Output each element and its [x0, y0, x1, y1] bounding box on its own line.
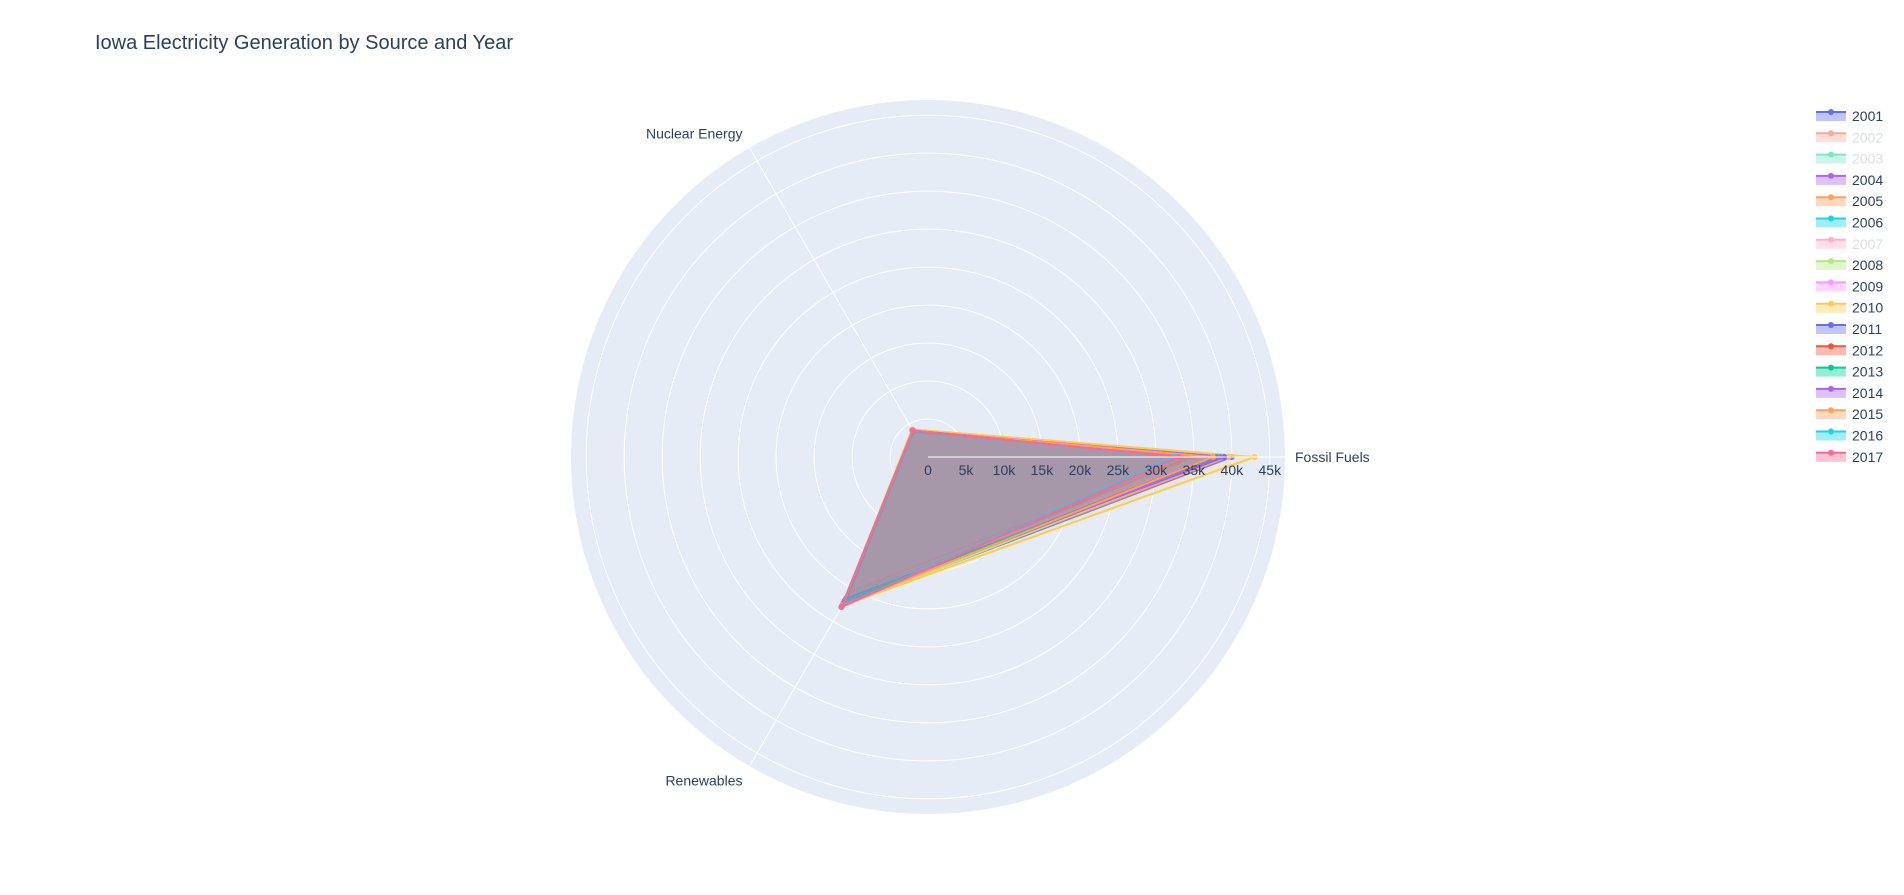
legend-item-2005[interactable]: 2005 [1816, 193, 1883, 209]
legend-item-2003[interactable]: 2003 [1816, 151, 1883, 167]
radial-tick-label-0: 0 [924, 462, 932, 478]
legend-label-2003: 2003 [1852, 151, 1883, 167]
series-2017 [838, 427, 1182, 610]
legend-swatch-2017 [1816, 452, 1846, 462]
spoke-1 [749, 147, 929, 458]
legend-swatch-2002 [1816, 133, 1846, 143]
legend-swatch-2006 [1816, 218, 1846, 228]
radial-tick-label-8: 40k [1221, 462, 1245, 478]
category-axis-labels: Fossil Fuels Nuclear Energy Renewables [646, 126, 1370, 789]
legend-swatch-2009 [1816, 282, 1846, 292]
legend-swatch-2007 [1816, 239, 1846, 249]
legend-item-2010[interactable]: 2010 [1816, 300, 1883, 316]
radial-tick-label-9: 45k [1259, 462, 1283, 478]
series-point-2017-1 [909, 427, 916, 434]
series-traces [838, 426, 1258, 610]
radial-tick-label-5: 25k [1107, 462, 1131, 478]
radial-tick-label-6: 30k [1145, 462, 1169, 478]
legend-swatch-2003 [1816, 154, 1846, 164]
legend-swatch-2008 [1816, 261, 1846, 271]
legend-label-2012: 2012 [1852, 342, 1883, 358]
legend-label-2005: 2005 [1852, 193, 1883, 209]
legend-swatch-2014 [1816, 388, 1846, 398]
legend-item-2013[interactable]: 2013 [1816, 364, 1883, 380]
legend-swatch-2010 [1816, 303, 1846, 313]
legend-marker-2009 [1828, 279, 1834, 286]
legend-label-2013: 2013 [1852, 364, 1883, 380]
legend-swatch-2011 [1816, 325, 1846, 334]
legend-swatch-2016 [1816, 431, 1846, 441]
legend-item-2001[interactable]: 2001 [1816, 108, 1883, 124]
legend-item-2014[interactable]: 2014 [1816, 385, 1883, 401]
spoke-2 [749, 456, 929, 767]
legend-label-2016: 2016 [1852, 428, 1883, 444]
legend-marker-2011 [1828, 322, 1834, 328]
legend-swatch-2012 [1816, 346, 1846, 356]
radial-tick-label-2: 10k [993, 462, 1017, 478]
radial-tick-label-1: 5k [959, 462, 975, 478]
legend-label-2004: 2004 [1852, 172, 1883, 188]
series-point-2017-2 [838, 603, 845, 610]
legend-marker-2006 [1828, 215, 1834, 222]
legend-label-2006: 2006 [1852, 215, 1883, 231]
legend-item-2011[interactable]: 2011 [1816, 321, 1882, 337]
legend-marker-2002 [1828, 130, 1834, 137]
legend-item-2004[interactable]: 2004 [1816, 172, 1883, 188]
legend-label-2002: 2002 [1852, 129, 1883, 145]
category-label-fossil-fuels: Fossil Fuels [1295, 449, 1370, 465]
legend-marker-2004 [1828, 172, 1834, 179]
legend-marker-2010 [1828, 300, 1834, 307]
legend-label-2008: 2008 [1852, 257, 1883, 273]
legend-marker-2012 [1828, 343, 1834, 350]
legend-item-2006[interactable]: 2006 [1816, 215, 1883, 231]
legend-label-2010: 2010 [1852, 300, 1883, 316]
legend-item-2015[interactable]: 2015 [1816, 406, 1883, 422]
legend-label-2014: 2014 [1852, 385, 1883, 401]
category-label-nuclear-energy: Nuclear Energy [646, 126, 743, 142]
legend-label-2009: 2009 [1852, 278, 1883, 294]
legend-swatch-2004 [1816, 175, 1846, 185]
legend-swatch-2015 [1816, 410, 1846, 420]
legend-item-2017[interactable]: 2017 [1816, 449, 1883, 465]
radial-tick-label-4: 20k [1069, 462, 1093, 478]
legend-marker-2017 [1828, 449, 1834, 456]
legend[interactable]: 2001 2002 2003 2004 2005 2006 2007 2008 2009 2010… [1816, 108, 1883, 465]
radial-tick-label-3: 15k [1031, 462, 1055, 478]
legend-item-2002[interactable]: 2002 [1816, 129, 1883, 145]
legend-marker-2001 [1828, 109, 1834, 115]
legend-label-2001: 2001 [1852, 108, 1883, 124]
legend-item-2007[interactable]: 2007 [1816, 236, 1883, 252]
legend-marker-2015 [1828, 407, 1834, 414]
legend-marker-2005 [1828, 194, 1834, 201]
radial-tick-labels: 0 5k 10k 15k 20k 25k 30k 35k 40k 45k [924, 456, 1285, 478]
legend-marker-2016 [1828, 428, 1834, 435]
series-area-2017 [840, 429, 1180, 608]
legend-marker-2003 [1828, 151, 1834, 158]
legend-marker-2007 [1828, 236, 1834, 243]
legend-label-2011: 2011 [1852, 321, 1882, 337]
legend-label-2017: 2017 [1852, 449, 1883, 465]
legend-marker-2014 [1828, 385, 1834, 392]
radial-tick-label-7: 35k [1183, 462, 1207, 478]
legend-item-2012[interactable]: 2012 [1816, 342, 1883, 358]
legend-marker-2008 [1828, 258, 1834, 265]
legend-label-2015: 2015 [1852, 406, 1883, 422]
legend-item-2009[interactable]: 2009 [1816, 278, 1883, 294]
legend-swatch-2013 [1816, 367, 1846, 377]
legend-item-2016[interactable]: 2016 [1816, 428, 1883, 444]
legend-swatch-2001 [1816, 112, 1846, 121]
legend-item-2008[interactable]: 2008 [1816, 257, 1883, 273]
category-label-renewables: Renewables [665, 772, 742, 788]
legend-marker-2013 [1828, 364, 1834, 371]
legend-swatch-2005 [1816, 197, 1846, 207]
legend-label-2007: 2007 [1852, 236, 1883, 252]
chart-title: Iowa Electricity Generation by Source an… [95, 32, 513, 54]
